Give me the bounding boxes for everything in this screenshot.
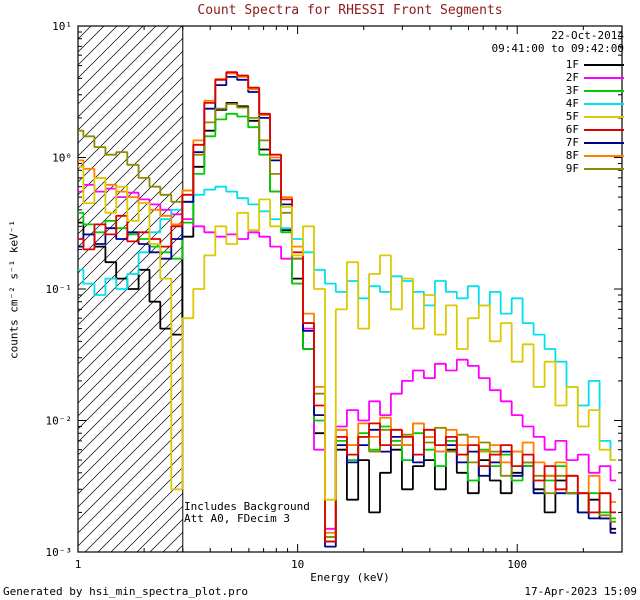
y-axis-label: counts cm⁻² s⁻¹ keV⁻¹ <box>7 219 21 360</box>
y-tick-label: 10⁻² <box>46 415 73 428</box>
series-curve-5F <box>78 165 617 501</box>
hatched-exclusion-region <box>77 25 184 553</box>
legend-label: 3F <box>565 84 579 97</box>
legend-item-9F: 9F <box>559 162 624 175</box>
legend-item-1F: 1F <box>559 58 624 71</box>
render-timestamp: 17-Apr-2023 15:09 <box>524 585 637 598</box>
series-curve-7F <box>78 76 617 548</box>
legend-color-line <box>584 128 624 131</box>
legend-item-7F: 7F <box>559 136 624 149</box>
legend-label: 6F <box>565 123 579 136</box>
legend-color-line <box>584 102 624 105</box>
y-tick-label: 10⁻¹ <box>46 283 73 296</box>
legend-item-3F: 3F <box>559 84 624 97</box>
series-curve-6F <box>78 71 617 543</box>
chart-title: Count Spectra for RHESSI Front Segments <box>197 3 503 18</box>
x-tick-label: 1 <box>75 558 82 571</box>
x-tick-label: 100 <box>507 558 527 571</box>
y-tick-label: 10⁰ <box>52 152 72 165</box>
y-tick-label: 10⁻³ <box>46 546 73 559</box>
legend-label: 5F <box>565 110 579 123</box>
legend-color-line <box>584 89 624 92</box>
legend-label: 2F <box>565 71 579 84</box>
note-includes-background: Includes Background <box>184 500 310 513</box>
legend-color-line <box>584 141 624 144</box>
x-axis-label: Energy (keV) <box>310 571 390 584</box>
legend: 1F 2F 3F 4F 5F 6F 7F 8F 9F <box>559 58 624 175</box>
legend-label: 1F <box>565 58 579 71</box>
series-curve-2F <box>78 183 617 530</box>
axis-tick-labels: 1 10 100 10⁻³ 10⁻² 10⁻¹ 10⁰ 10¹ <box>46 20 528 571</box>
observation-time-range: 09:41:00 to 09:42:00 <box>491 42 624 55</box>
legend-label: 8F <box>565 149 579 162</box>
legend-color-line <box>584 154 624 157</box>
plot-frame <box>77 25 623 553</box>
legend-label: 7F <box>565 136 579 149</box>
axis-ticks <box>77 25 623 553</box>
legend-item-4F: 4F <box>559 97 624 110</box>
legend-color-line <box>584 115 624 118</box>
legend-color-line <box>584 63 624 66</box>
legend-item-5F: 5F <box>559 110 624 123</box>
legend-label: 4F <box>565 97 579 110</box>
legend-label: 9F <box>565 162 579 175</box>
legend-item-2F: 2F <box>559 71 624 84</box>
legend-color-line <box>584 76 624 79</box>
legend-item-8F: 8F <box>559 149 624 162</box>
observation-date: 22-Oct-2014 <box>551 29 624 42</box>
y-tick-label: 10¹ <box>52 20 72 33</box>
note-attenuator-state: Att A0, FDecim 3 <box>184 512 290 525</box>
generator-credit: Generated by hsi_min_spectra_plot.pro <box>3 585 249 598</box>
legend-color-line <box>584 167 624 170</box>
x-tick-label: 10 <box>291 558 304 571</box>
legend-item-6F: 6F <box>559 123 624 136</box>
